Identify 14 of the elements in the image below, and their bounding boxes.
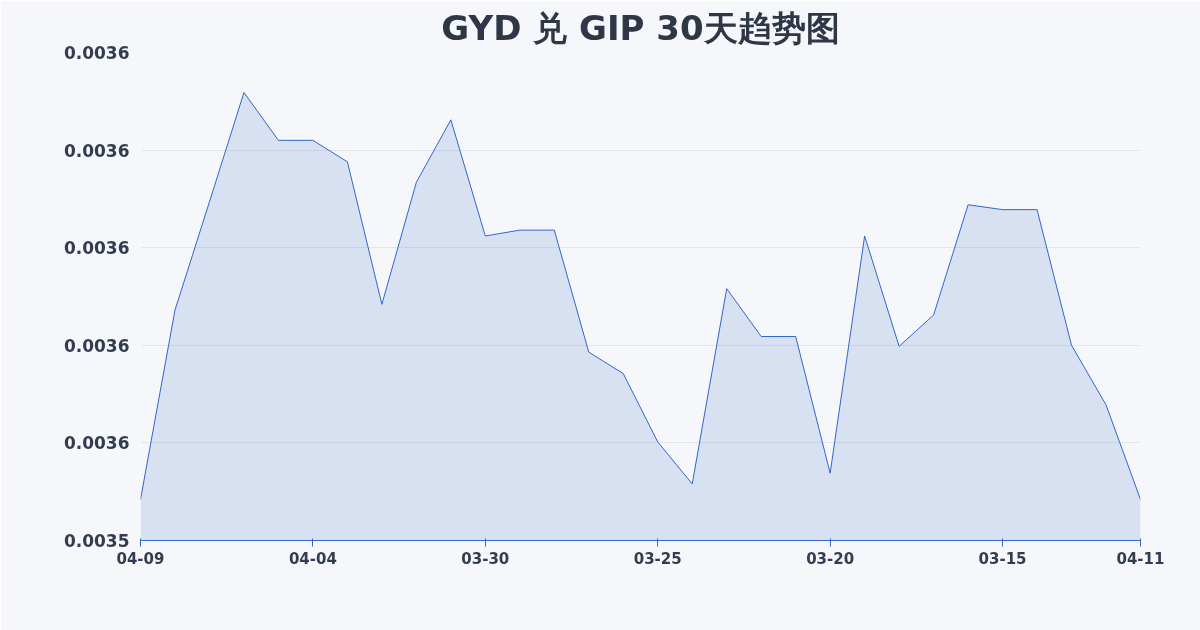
x-tick-label: 03-20 bbox=[806, 549, 855, 568]
x-tick-label: 03-25 bbox=[633, 549, 682, 568]
x-tick-label: 04-09 bbox=[116, 549, 165, 568]
y-tick-label: 0.0036 bbox=[63, 43, 130, 63]
y-tick-label: 0.0036 bbox=[63, 140, 130, 161]
x-tick-label: 03-15 bbox=[978, 549, 1027, 568]
x-tick-label: 03-30 bbox=[461, 549, 510, 568]
y-tick-label: 0.0035 bbox=[63, 531, 130, 551]
x-tick-label: 04-11 bbox=[1116, 549, 1165, 568]
y-tick-label: 0.0036 bbox=[63, 433, 130, 454]
chart-title: GYD 兑 GIP 30天趋势图 bbox=[441, 7, 840, 48]
y-tick-label: 0.0036 bbox=[63, 335, 130, 356]
x-tick-label: 04-04 bbox=[288, 549, 337, 568]
y-tick-label: 0.0036 bbox=[63, 238, 130, 259]
